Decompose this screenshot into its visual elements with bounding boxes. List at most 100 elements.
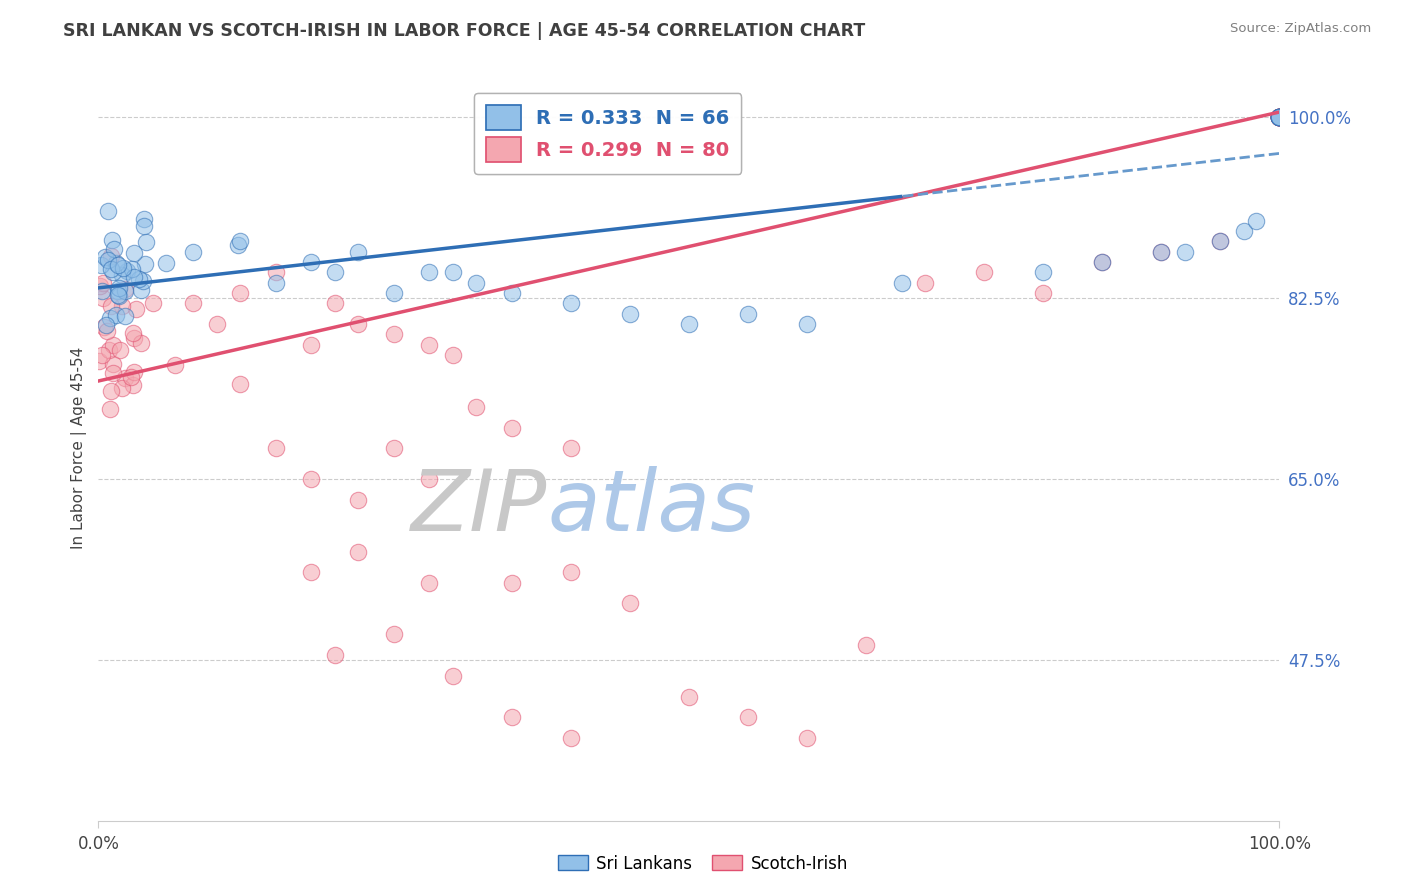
Point bbox=[1209, 235, 1232, 249]
Point bbox=[121, 262, 143, 277]
Point bbox=[98, 311, 121, 326]
Point bbox=[347, 317, 370, 331]
Point bbox=[347, 492, 370, 507]
Text: ZIP: ZIP bbox=[411, 467, 547, 549]
Point bbox=[1233, 224, 1256, 238]
Point bbox=[101, 233, 124, 247]
Point bbox=[619, 596, 641, 610]
Point bbox=[1268, 110, 1291, 124]
Point bbox=[441, 348, 464, 362]
Point bbox=[142, 296, 165, 310]
Point bbox=[914, 276, 936, 290]
Point bbox=[1268, 110, 1291, 124]
Point bbox=[1268, 110, 1291, 124]
Point bbox=[855, 638, 877, 652]
Point bbox=[441, 669, 464, 683]
Point bbox=[100, 299, 122, 313]
Point bbox=[96, 204, 118, 219]
Point bbox=[418, 472, 440, 486]
Point bbox=[90, 284, 112, 298]
Point bbox=[107, 258, 129, 272]
Point bbox=[122, 326, 145, 341]
Point bbox=[134, 257, 156, 271]
Point bbox=[122, 270, 145, 285]
Point bbox=[228, 238, 250, 252]
Point bbox=[382, 442, 405, 455]
Point bbox=[229, 376, 252, 391]
Point bbox=[1032, 265, 1054, 279]
Point bbox=[103, 366, 125, 380]
Point bbox=[560, 296, 582, 310]
Point bbox=[115, 264, 138, 278]
Point bbox=[98, 343, 121, 358]
Point bbox=[973, 265, 995, 279]
Point bbox=[501, 575, 523, 590]
Point bbox=[108, 343, 131, 358]
Point bbox=[1268, 110, 1291, 124]
Point bbox=[560, 566, 582, 580]
Point bbox=[382, 327, 405, 342]
Point bbox=[111, 381, 134, 395]
Point bbox=[619, 307, 641, 321]
Point bbox=[205, 317, 228, 331]
Point bbox=[94, 318, 117, 332]
Point bbox=[124, 365, 146, 379]
Point bbox=[101, 357, 124, 371]
Point bbox=[100, 262, 122, 277]
Point bbox=[264, 442, 287, 455]
Point bbox=[103, 337, 125, 351]
Point bbox=[1268, 110, 1291, 124]
Point bbox=[796, 731, 818, 745]
Point bbox=[103, 265, 125, 279]
Point bbox=[181, 296, 204, 310]
Point bbox=[382, 627, 405, 641]
Text: SRI LANKAN VS SCOTCH-IRISH IN LABOR FORCE | AGE 45-54 CORRELATION CHART: SRI LANKAN VS SCOTCH-IRISH IN LABOR FORC… bbox=[63, 22, 866, 40]
Point bbox=[132, 274, 155, 288]
Point bbox=[678, 690, 700, 704]
Text: Source: ZipAtlas.com: Source: ZipAtlas.com bbox=[1230, 22, 1371, 36]
Point bbox=[418, 338, 440, 352]
Point bbox=[1091, 255, 1114, 269]
Point bbox=[1268, 110, 1291, 124]
Point bbox=[129, 335, 152, 350]
Point bbox=[1244, 213, 1267, 227]
Point bbox=[135, 235, 157, 249]
Point bbox=[91, 276, 114, 290]
Point bbox=[1268, 110, 1291, 124]
Point bbox=[90, 347, 112, 361]
Point bbox=[1268, 110, 1291, 124]
Point bbox=[105, 308, 128, 322]
Point bbox=[299, 472, 322, 486]
Point bbox=[796, 317, 818, 331]
Point bbox=[347, 244, 370, 259]
Point bbox=[128, 271, 150, 285]
Point bbox=[108, 289, 131, 303]
Point bbox=[299, 255, 322, 269]
Point bbox=[96, 324, 118, 338]
Point bbox=[97, 253, 120, 268]
Point bbox=[264, 265, 287, 279]
Point bbox=[1268, 110, 1291, 124]
Point bbox=[111, 299, 134, 313]
Point bbox=[107, 288, 129, 302]
Point bbox=[418, 575, 440, 590]
Point bbox=[229, 235, 252, 249]
Point bbox=[114, 283, 136, 297]
Point bbox=[132, 211, 155, 226]
Point bbox=[323, 265, 346, 279]
Point bbox=[465, 276, 488, 290]
Point bbox=[93, 319, 115, 334]
Point bbox=[299, 566, 322, 580]
Point bbox=[560, 442, 582, 455]
Point bbox=[229, 286, 252, 301]
Point bbox=[501, 286, 523, 301]
Point bbox=[90, 258, 112, 272]
Point bbox=[678, 317, 700, 331]
Point bbox=[382, 286, 405, 301]
Point bbox=[132, 219, 155, 233]
Point bbox=[1268, 110, 1291, 124]
Point bbox=[1091, 255, 1114, 269]
Point bbox=[87, 354, 110, 368]
Point bbox=[1209, 235, 1232, 249]
Point bbox=[465, 400, 488, 414]
